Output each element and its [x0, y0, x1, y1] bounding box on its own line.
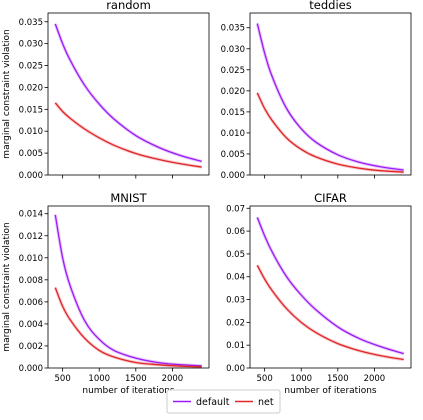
y-tick-label: 0.035: [19, 18, 43, 28]
y-tick-label: 0.020: [221, 87, 245, 97]
y-tick-label: 0.004: [19, 320, 43, 330]
panel-cifar: CIFAR 0.00 0.01 0.02 0.03 0.04 0.05 0.06 0.07 500…: [226, 191, 412, 396]
panel-teddies: teddies 0.000 0.005 0.010 0.015 0.020 0.025 0.0…: [221, 0, 412, 181]
chart-panels: random 0.000 0.005 0.010 0.015 0.020 0.025 0.03…: [2, 0, 412, 396]
series-band-net: [54, 101, 202, 169]
panel-title: CIFAR: [314, 191, 347, 205]
x-tick-label: 2000: [364, 374, 386, 384]
y-tick-label: 0.005: [221, 150, 245, 160]
legend-box: [166, 389, 281, 414]
y-tick-label: 0.00: [226, 364, 245, 374]
y-tick-label: 0.05: [226, 250, 245, 260]
series-line-default: [256, 23, 404, 171]
y-tick-label: 0.010: [19, 254, 43, 264]
axes-frame: [47, 12, 210, 176]
series-line-net: [256, 264, 404, 361]
legend: default net: [166, 389, 281, 414]
y-tick-label: 0.07: [226, 204, 245, 214]
y-tick-label: 0.025: [19, 62, 43, 72]
y-axis-label: marginal constraint violation: [2, 222, 12, 351]
y-tick-label: 0.008: [19, 276, 43, 286]
x-tick-label: 500: [257, 374, 273, 384]
legend-default-label: default: [196, 397, 230, 408]
x-tick-label: 1000: [88, 374, 110, 384]
axes-frame: [249, 12, 412, 176]
y-tick-label: 0.030: [221, 45, 245, 55]
series-line-default: [54, 214, 202, 367]
x-tick-label: 1000: [290, 374, 312, 384]
x-axis-label: number of iterations: [284, 386, 377, 396]
panel-random: random 0.000 0.005 0.010 0.015 0.020 0.025 0.03…: [2, 0, 210, 181]
y-tick-label: 0.005: [19, 149, 43, 159]
y-tick-label: 0.01: [226, 341, 245, 351]
y-tick-label: 0.010: [221, 129, 245, 139]
y-tick-label: 0.000: [19, 364, 43, 374]
series-line-net: [54, 102, 202, 168]
y-tick-label: 0.025: [221, 66, 245, 76]
y-tick-label: 0.030: [19, 40, 43, 50]
y-tick-label: 0.002: [19, 342, 43, 352]
series-line-net: [54, 287, 202, 368]
y-tick-label: 0.04: [226, 273, 245, 283]
y-tick-label: 0.015: [19, 105, 43, 115]
axes-frame: [249, 205, 412, 369]
y-axis-label: marginal constraint violation: [2, 29, 12, 158]
y-tick-label: 0.06: [226, 227, 245, 237]
panel-title: random: [106, 0, 151, 12]
x-tick-label: 1500: [125, 374, 147, 384]
y-tick-label: 0.006: [19, 298, 43, 308]
x-tick-label: 1500: [327, 374, 349, 384]
y-tick-label: 0.014: [19, 210, 43, 220]
panel-title: teddies: [309, 0, 351, 12]
series-line-net: [256, 92, 404, 173]
y-tick-label: 0.000: [19, 171, 43, 181]
y-tick-label: 0.03: [226, 296, 245, 306]
y-tick-label: 0.015: [221, 108, 245, 118]
y-tick-label: 0.012: [19, 232, 43, 242]
y-tick-label: 0.02: [226, 318, 245, 328]
series-band-default: [53, 214, 202, 368]
panel-mnist: MNIST 0.000 0.002 0.004 0.006 0.008 0.010 0.012…: [2, 191, 210, 396]
series-band-net: [255, 92, 404, 174]
y-tick-label: 0.035: [221, 24, 245, 34]
series-band-default: [255, 23, 404, 172]
series-band-default: [255, 216, 405, 356]
axes-frame: [47, 205, 210, 369]
y-tick-label: 0.020: [19, 83, 43, 93]
x-axis-label: number of iterations: [82, 386, 175, 396]
y-tick-label: 0.010: [19, 127, 43, 137]
x-tick-label: 500: [55, 374, 71, 384]
y-tick-label: 0.000: [221, 171, 245, 181]
x-tick-label: 2000: [162, 374, 184, 384]
series-line-default: [54, 23, 202, 163]
panel-title: MNIST: [110, 191, 147, 205]
series-line-default: [256, 217, 404, 355]
series-band-default: [53, 23, 203, 163]
legend-net-label: net: [258, 397, 274, 408]
